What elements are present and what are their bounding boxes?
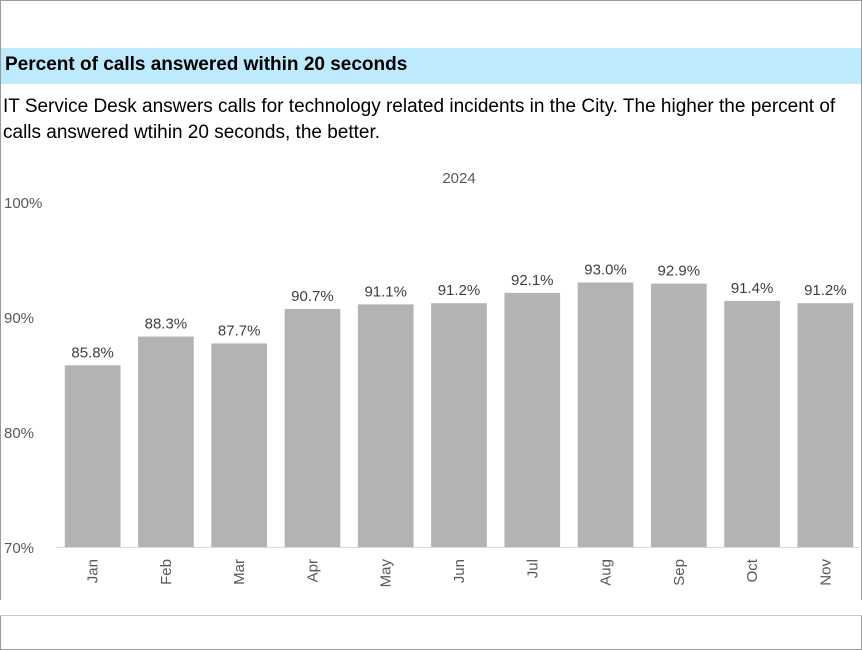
bar [431, 303, 487, 547]
data-label: 91.4% [731, 280, 774, 297]
data-labels: 85.8% 88.3% 87.7% 90.7% 91.1% 91.2% 92.1% 93.0%… [71, 262, 846, 362]
bottom-rule [0, 600, 862, 616]
y-axis: 70% 80% 90% 100% [4, 195, 42, 557]
bar [724, 300, 780, 547]
x-tick-label: Aug [598, 559, 615, 586]
y-tick-label: 70% [4, 540, 34, 557]
data-label: 91.1% [364, 283, 407, 300]
x-tick-label: Mar [231, 559, 248, 585]
data-label: 88.3% [145, 316, 188, 333]
data-label: 91.2% [804, 282, 847, 299]
data-label: 92.1% [511, 272, 554, 289]
x-tick-label: Feb [158, 559, 175, 585]
bar [138, 336, 194, 547]
bar [797, 303, 854, 547]
bar [211, 343, 268, 547]
y-tick-label: 80% [4, 425, 34, 442]
data-label: 87.7% [218, 322, 261, 339]
data-label: 93.0% [584, 262, 627, 279]
bar [577, 282, 634, 547]
data-label: 90.7% [291, 288, 334, 305]
bars [64, 282, 854, 547]
description-text: IT Service Desk answers calls for techno… [3, 96, 836, 143]
x-tick-label: Sep [671, 559, 688, 586]
x-tick-label: Jul [524, 559, 541, 578]
bar [64, 365, 121, 547]
x-tick-label: Jan [85, 559, 102, 583]
chart-title: 2024 [442, 170, 475, 187]
x-tick-label: Apr [304, 559, 321, 582]
x-tick-label: Oct [744, 558, 761, 582]
bar [504, 292, 561, 547]
y-tick-label: 90% [4, 310, 34, 327]
title-bar: Percent of calls answered within 20 seco… [1, 48, 861, 84]
x-tick-label: Nov [817, 559, 834, 586]
x-tick-label: May [378, 559, 395, 588]
bar-chart: 2024 70% 80% 90% 100% 85.8% 88.3% 87.7% 90.7% 9… [4, 170, 862, 588]
data-label: 92.9% [658, 263, 701, 280]
x-axis: Jan Feb Mar Apr May Jun Jul Aug Sep Oct Nov [56, 547, 862, 588]
page-title: Percent of calls answered within 20 seco… [5, 54, 408, 75]
bar [650, 283, 707, 547]
y-tick-label: 100% [4, 195, 42, 212]
data-label: 91.2% [438, 282, 481, 299]
bar [357, 304, 414, 547]
data-label: 85.8% [71, 344, 114, 361]
bar [284, 308, 341, 547]
x-tick-label: Jun [451, 559, 468, 583]
